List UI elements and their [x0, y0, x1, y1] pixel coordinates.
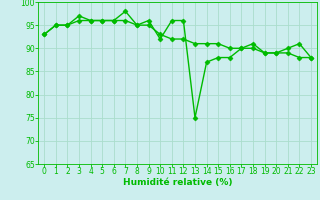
- X-axis label: Humidité relative (%): Humidité relative (%): [123, 178, 232, 187]
